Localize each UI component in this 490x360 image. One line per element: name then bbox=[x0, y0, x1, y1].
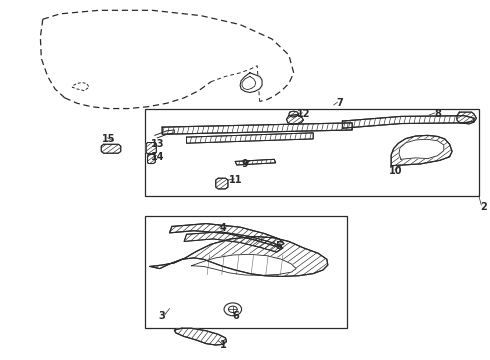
Text: 9: 9 bbox=[242, 159, 248, 169]
Polygon shape bbox=[170, 224, 284, 247]
Text: 6: 6 bbox=[232, 311, 239, 321]
Polygon shape bbox=[216, 178, 228, 189]
Polygon shape bbox=[343, 116, 474, 128]
Text: 4: 4 bbox=[220, 223, 226, 233]
Polygon shape bbox=[184, 232, 283, 252]
Text: 11: 11 bbox=[228, 175, 242, 185]
Text: 1: 1 bbox=[220, 340, 226, 350]
Text: 13: 13 bbox=[150, 139, 164, 149]
Polygon shape bbox=[147, 154, 155, 163]
Polygon shape bbox=[101, 144, 121, 153]
Polygon shape bbox=[240, 73, 262, 93]
Text: 3: 3 bbox=[159, 311, 166, 321]
Polygon shape bbox=[457, 112, 476, 124]
Polygon shape bbox=[399, 139, 444, 159]
Polygon shape bbox=[174, 328, 226, 345]
Polygon shape bbox=[391, 135, 452, 166]
Text: 15: 15 bbox=[102, 134, 115, 144]
Text: 7: 7 bbox=[337, 98, 343, 108]
Circle shape bbox=[224, 303, 242, 316]
Polygon shape bbox=[287, 114, 303, 124]
Polygon shape bbox=[150, 237, 328, 276]
Polygon shape bbox=[162, 123, 352, 134]
Text: 2: 2 bbox=[480, 202, 487, 212]
Bar bbox=[145, 216, 347, 328]
Bar bbox=[145, 109, 479, 196]
Polygon shape bbox=[289, 111, 298, 117]
Polygon shape bbox=[187, 133, 313, 143]
Text: 10: 10 bbox=[389, 166, 403, 176]
Text: 12: 12 bbox=[297, 109, 310, 119]
Polygon shape bbox=[146, 143, 156, 154]
Polygon shape bbox=[235, 159, 276, 165]
Text: 5: 5 bbox=[276, 241, 282, 251]
Text: 8: 8 bbox=[434, 109, 441, 119]
Text: 14: 14 bbox=[150, 152, 164, 162]
Polygon shape bbox=[192, 254, 296, 275]
